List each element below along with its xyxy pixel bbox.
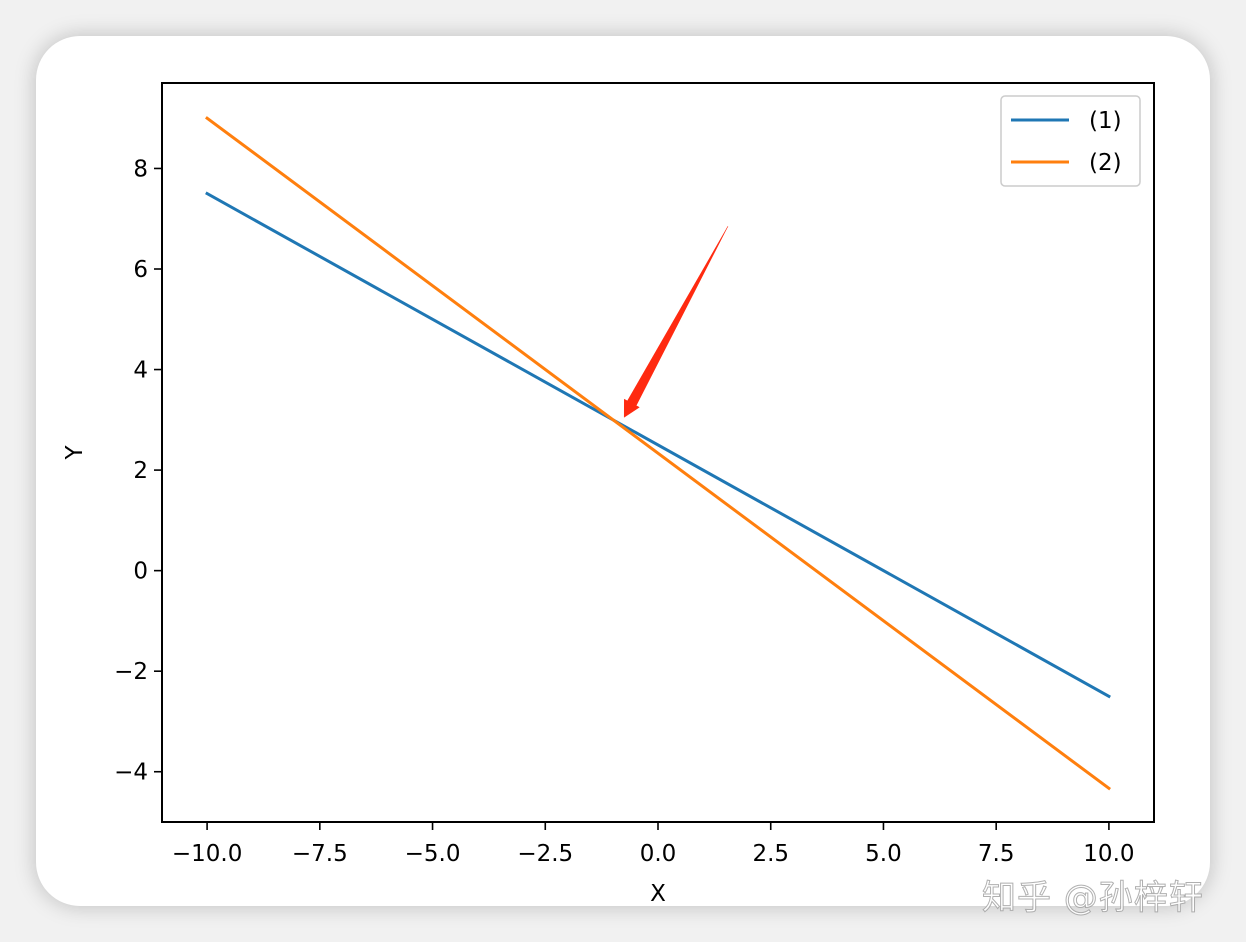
y-tick-label: 6 [133, 257, 148, 283]
x-tick-label: 2.5 [752, 841, 789, 867]
legend: (1) (2) [1000, 95, 1141, 187]
y-tick-label: 0 [133, 559, 148, 585]
series-line-1 [205, 191, 1111, 699]
legend-items: (1) (2) [1011, 108, 1122, 176]
series-layer [205, 116, 1111, 791]
x-tick-label: −5.0 [405, 841, 461, 867]
x-tick-label: −2.5 [517, 841, 573, 867]
y-tick-label: −4 [114, 760, 148, 786]
annotation-arrow-1 [623, 226, 729, 418]
series-line-2 [205, 116, 1111, 791]
watermark: 知乎 @孙梓轩 [982, 878, 1204, 919]
x-tick-label: −10.0 [172, 841, 242, 867]
legend-label-2: (2) [1089, 150, 1122, 176]
y-axis-ticks: −4 −2 0 2 4 6 8 [114, 156, 162, 786]
x-tick-label: −7.5 [292, 841, 348, 867]
y-tick-label: −2 [114, 659, 148, 685]
x-tick-label: 7.5 [978, 841, 1015, 867]
x-tick-label: 0.0 [640, 841, 677, 867]
x-axis-title: X [650, 881, 666, 907]
y-axis-title: Y [62, 445, 88, 461]
y-tick-label: 4 [133, 358, 148, 384]
annotation-layer [623, 226, 729, 418]
y-tick-label: 8 [133, 156, 148, 182]
x-tick-label: 10.0 [1083, 841, 1134, 867]
legend-label-1: (1) [1089, 108, 1122, 134]
x-axis-ticks: −10.0 −7.5 −5.0 −2.5 0.0 2.5 5.0 7.5 10.0 [172, 822, 1135, 867]
y-tick-label: 2 [133, 458, 148, 484]
x-tick-label: 5.0 [865, 841, 902, 867]
